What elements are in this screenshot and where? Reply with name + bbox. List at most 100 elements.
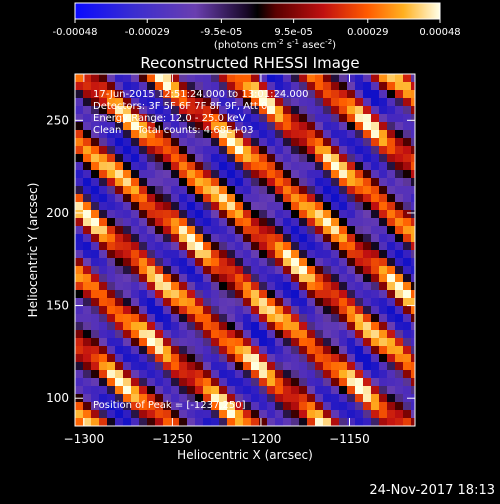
heatmap-cell	[219, 282, 227, 290]
heatmap-cell	[235, 202, 243, 210]
heatmap-cell	[131, 338, 139, 346]
heatmap-cell	[139, 74, 147, 82]
heatmap-cell	[251, 306, 259, 314]
heatmap-cell	[331, 138, 339, 146]
heatmap-cell	[83, 354, 91, 362]
heatmap-cell	[179, 378, 187, 386]
heatmap-cell	[291, 338, 299, 346]
heatmap-cell	[147, 178, 155, 186]
heatmap-cell	[123, 74, 131, 82]
heatmap-cell	[91, 250, 99, 258]
heatmap-cell	[155, 346, 163, 354]
heatmap-cell	[355, 250, 363, 258]
heatmap-cell	[235, 282, 243, 290]
heatmap-cell	[411, 258, 415, 266]
heatmap-cell	[187, 298, 195, 306]
heatmap-cell	[307, 186, 315, 194]
heatmap-cell	[355, 106, 363, 114]
heatmap-cell	[83, 74, 91, 82]
heatmap-cell	[99, 162, 107, 170]
heatmap-cell	[187, 354, 195, 362]
heatmap-cell	[395, 410, 403, 418]
heatmap-cell	[219, 194, 227, 202]
heatmap-cell	[395, 314, 403, 322]
heatmap-cell	[195, 290, 203, 298]
heatmap-cell	[131, 82, 139, 90]
heatmap-cell	[411, 154, 415, 162]
heatmap-cell	[387, 98, 395, 106]
heatmap-cell	[107, 162, 115, 170]
heatmap-cell	[171, 194, 179, 202]
heatmap-cell	[411, 130, 415, 138]
heatmap-cell	[123, 250, 131, 258]
heatmap-cell	[339, 290, 347, 298]
heatmap-cell	[307, 346, 315, 354]
heatmap-cell	[123, 106, 131, 114]
heatmap-cell	[107, 338, 115, 346]
heatmap-cell	[147, 418, 155, 426]
heatmap-cell	[131, 234, 139, 242]
heatmap-cell	[243, 322, 251, 330]
heatmap-cell	[315, 138, 323, 146]
heatmap-cell	[131, 258, 139, 266]
heatmap-cell	[211, 226, 219, 234]
heatmap-cell	[99, 122, 107, 130]
heatmap-cell	[147, 394, 155, 402]
heatmap-cell	[307, 82, 315, 90]
heatmap-cell	[315, 346, 323, 354]
heatmap-cell	[115, 370, 123, 378]
heatmap-cell	[187, 274, 195, 282]
heatmap-cell	[387, 370, 395, 378]
heatmap-cell	[315, 250, 323, 258]
heatmap-cell	[115, 178, 123, 186]
heatmap-cell	[195, 282, 203, 290]
heatmap-cell	[299, 194, 307, 202]
heatmap-cell	[219, 322, 227, 330]
heatmap-cell	[83, 218, 91, 226]
heatmap-cell	[299, 250, 307, 258]
heatmap-cell	[259, 402, 267, 410]
heatmap-cell	[299, 274, 307, 282]
heatmap-cell	[227, 114, 235, 122]
heatmap-cell	[179, 114, 187, 122]
heatmap-cell	[99, 338, 107, 346]
heatmap-cell	[291, 266, 299, 274]
heatmap-cell	[235, 362, 243, 370]
heatmap-cell	[339, 330, 347, 338]
heatmap-cell	[307, 266, 315, 274]
heatmap-cell	[411, 98, 415, 106]
heatmap-cell	[251, 106, 259, 114]
heatmap-cell	[379, 370, 387, 378]
heatmap-cell	[107, 322, 115, 330]
heatmap-cell	[395, 354, 403, 362]
heatmap-cell	[139, 330, 147, 338]
heatmap-cell	[363, 234, 371, 242]
heatmap-cell	[323, 218, 331, 226]
heatmap-cell	[91, 266, 99, 274]
heatmap-cell	[283, 298, 291, 306]
heatmap-cell	[179, 98, 187, 106]
heatmap-cell	[99, 194, 107, 202]
heatmap-cell	[363, 122, 371, 130]
heatmap-cell	[99, 290, 107, 298]
heatmap-cell	[323, 370, 331, 378]
heatmap-cell	[91, 170, 99, 178]
heatmap-cell	[99, 154, 107, 162]
heatmap-cell	[243, 258, 251, 266]
heatmap-cell	[323, 282, 331, 290]
heatmap-cell	[275, 202, 283, 210]
heatmap-cell	[179, 266, 187, 274]
heatmap-cell	[131, 146, 139, 154]
heatmap-cell	[131, 274, 139, 282]
heatmap-cell	[339, 306, 347, 314]
heatmap-cell	[219, 370, 227, 378]
heatmap-cell	[387, 242, 395, 250]
heatmap-cell	[299, 138, 307, 146]
heatmap-cell	[363, 354, 371, 362]
heatmap-cell	[395, 378, 403, 386]
heatmap-cell	[395, 106, 403, 114]
heatmap-cell	[163, 98, 171, 106]
heatmap-cell	[379, 194, 387, 202]
heatmap-cell	[99, 370, 107, 378]
